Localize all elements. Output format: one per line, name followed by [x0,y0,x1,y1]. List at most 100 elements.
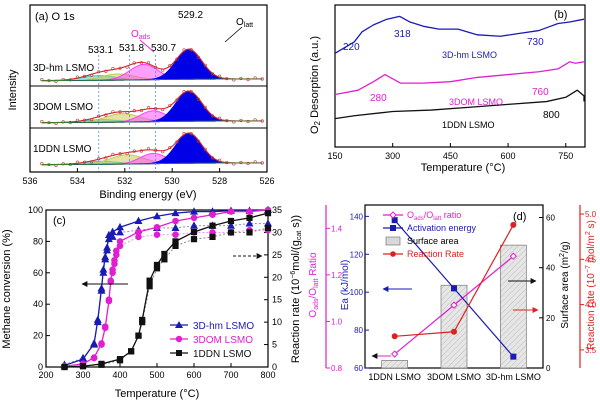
panel-a-x-ticks: 536 534 532 530 528 526 [22,168,275,186]
panel-a-1ddn-data-point [175,140,179,144]
panel-c-conversion-point-3dhm [171,208,180,217]
panel-a-3dhm-data-point [161,68,165,72]
panel-a-3dhm-data-point [132,61,136,65]
panel-d-point-ea [510,353,517,360]
panel-c-conversion-point-1ddn [227,217,235,225]
panel-a-1ddn-data-point [189,132,193,136]
panel-c-rate-point-3dom [90,354,98,362]
panel-c-rate-point-3dom [135,233,142,241]
panel-d-area-axis-label: Surface area (m2/g) [559,241,571,328]
panel-c-conversion-point-1ddn [264,210,272,217]
panel-a-ylabel: Intensity [7,69,19,110]
panel-a-1ddn-data-point [82,160,87,164]
panel-a-annot-533-1: 533.1 [88,45,113,56]
panel-c-y-tick-label: 40 [33,299,43,309]
panel-c-conversion-point-1ddn [190,228,198,236]
panel-a-3dhm-data-point [90,73,94,77]
panel-d-category-label: 1DDN LSMO [368,372,421,382]
panel-c-conversion-point-3dom [172,217,179,225]
panel-a-annot-olatt: Olatt [236,17,253,29]
panel-a-xps: (a) O 1s 536 534 532 530 528 526 Binding ener… [7,4,275,201]
panel-a-3dom-data-point [196,97,200,101]
panel-b-frame [334,4,586,148]
legend-label-3dom: 3DOM LSMO [193,335,253,346]
panel-d-rate-tick-label: 5.0 [585,210,597,219]
panel-a-1ddn-data-point [196,139,200,143]
panel-c-rate-point-3dom [101,323,109,330]
panel-a-3dom-data-point [246,119,250,124]
panel-c-y-tick-label: 20 [33,331,43,341]
panel-d-legend-label-rate: Reaction Rate [407,249,464,259]
panel-a-3dom-data-point [260,119,264,123]
panel-a-3dhm-data-point [203,63,207,67]
panel-a-oads-pointer [139,39,155,53]
panel-a-1ddn-data-point [161,150,165,154]
panel-c-rate-point-3dom [98,341,105,348]
panel-a-1ddn-data-point [75,160,79,164]
panel-c-y2-tick-label: 10 [272,317,282,327]
panel-c-rate-point-3dhm [101,255,110,263]
panel-d-point-ratio [509,252,518,260]
panel-c-rate-point-3dhm [171,223,180,231]
panel-c-conversion-point-1ddn [246,214,253,221]
panel-a-x-tick-label: 534 [70,176,85,186]
panel-a-3dom-data-point [125,111,129,115]
panel-b-x-tick-label: 300 [385,151,400,161]
panel-a-1ddn-data-point [210,156,215,160]
panel-c-rate-point-1ddn [209,233,216,241]
panel-d-ea-tick-label: 60 [354,364,363,373]
panel-c-y2-tick-label: 35 [272,205,282,215]
panel-a-3dom-data-point [203,105,207,109]
panel-a-3dhm-data-point [68,78,72,82]
panel-a-3dhm-data-point [189,48,193,52]
panel-a-3dom-data-point [161,108,165,112]
panel-a-3dhm-data-point [196,55,200,59]
panel-a-1ddn-data-point [182,132,186,136]
panel-c-conversion-point-3dhm [190,207,198,215]
panel-c-conversion: 200 300 400 500 600 700 8000204060801000510152… [1,205,303,400]
panel-d-point-rate [391,333,398,340]
panel-a-3dom-data-point [90,117,94,122]
panel-b-trace-3dhm [334,15,585,54]
panel-a-1ddn-data-point [246,161,250,166]
panel-d-rate-tick-label: 4.5 [585,255,597,264]
panel-d-summary: 0.8 1.0 1.2 1.4 60 80 100 120 140 0 20 40 60 3.5 4.0 4.… [308,204,597,382]
panel-c-rate-point-1ddn [79,363,87,370]
panel-c-conversion-point-1ddn [146,277,153,284]
panel-a-3dom-data-point [189,90,193,94]
panel-b-peak-730: 730 [527,37,544,48]
panel-a-3dom-data-point [175,98,179,102]
panel-a-3dom-baseline [41,120,260,123]
panel-a-3dom-data-point [82,118,87,122]
panel-a-x-tick-label: 536 [22,176,37,186]
panel-a-3dhm-data-point [218,74,222,78]
panel-d-rate-tick-label: 4.0 [585,301,597,310]
panel-a-3dhm-data-point [104,69,108,73]
panel-a-label: (a) O 1s [35,11,75,23]
panel-d-ratio-tick-label: 1.0 [331,317,343,326]
panel-c-x-tick-label: 600 [186,370,201,380]
panel-d-category-label: 3D-hm LSMO [486,372,541,382]
panel-d-legend-label-area: Surface area [407,236,459,246]
panel-c-rate-point-3dom [107,278,115,286]
panel-d-lines [390,217,518,360]
panel-d-legend-marker-ea [390,225,396,231]
panel-a-3dhm-data-point [175,57,179,61]
panel-c-rate-point-1ddn [190,236,198,243]
legend-label-1ddn: 1DDN LSMO [193,349,252,360]
panel-a-series-label-3dom: 3DOM LSMO [33,102,93,113]
panel-b-ylabel: O2 Desorption (a.u.) [309,36,322,134]
panel-c-rate-point-3dom [105,296,113,304]
panel-a-1ddn-data-point [125,151,129,156]
panel-c-rate-point-3dhm [97,286,106,294]
panel-d-category-label: 3DOM LSMO [427,372,481,382]
panel-c-x-tick-label: 400 [112,370,127,380]
panel-d-point-ea [391,217,398,224]
panel-c-series [60,205,272,371]
panel-c-rate-line-1ddn [64,227,269,368]
panel-a-annot-530-7: 530.7 [151,43,176,54]
panel-b-series-label-1ddn: 1DDN LSMO [442,120,495,130]
panel-a-1ddn-data-point [260,161,264,165]
panel-c-rate-point-3dhm [103,246,112,254]
